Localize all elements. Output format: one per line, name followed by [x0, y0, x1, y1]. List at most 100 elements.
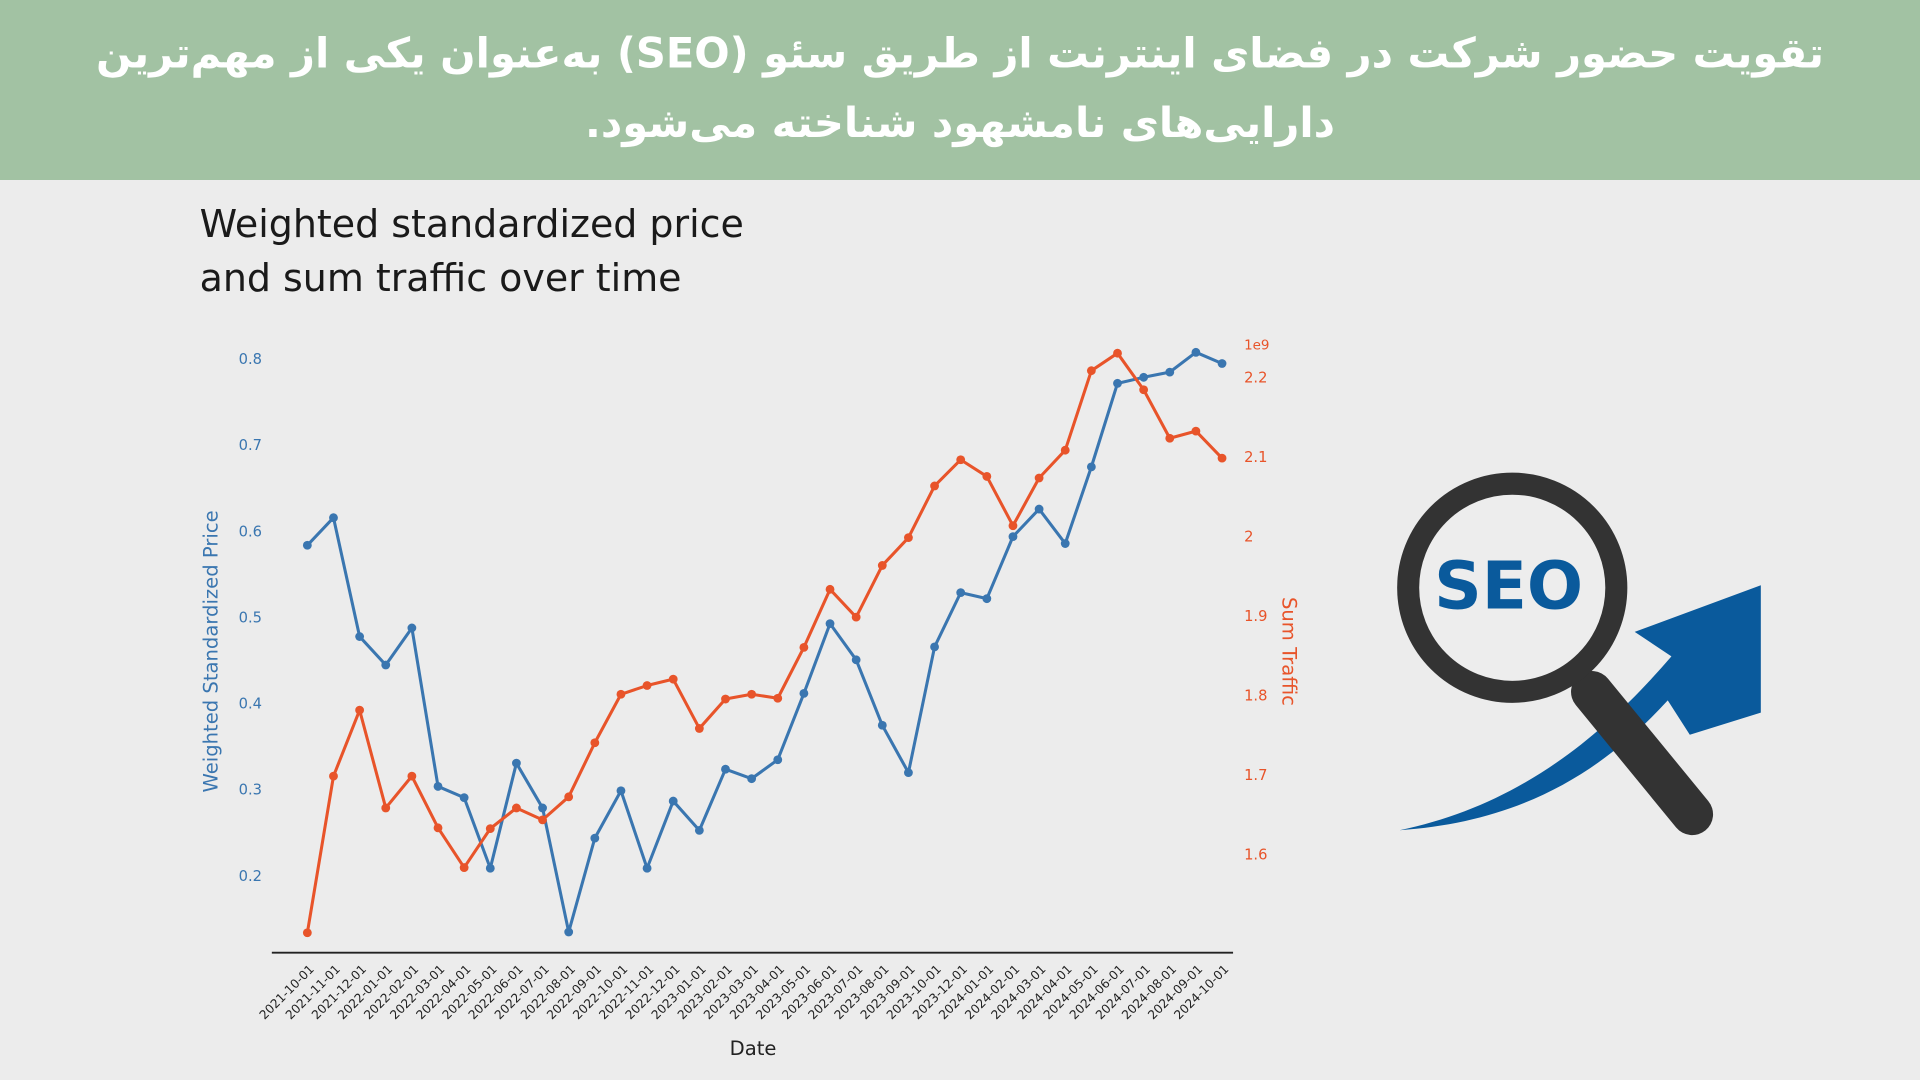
- series-point: [668, 796, 678, 806]
- series-point: [1139, 372, 1149, 382]
- series-point: [459, 863, 469, 872]
- series-point: [982, 594, 992, 604]
- series-point: [564, 927, 574, 937]
- x-axis-label: Date: [730, 1037, 777, 1060]
- y2-tick-label: 1.8: [1244, 688, 1267, 705]
- series-point: [904, 768, 913, 778]
- series-point: [642, 863, 652, 873]
- series-point: [1113, 348, 1122, 358]
- y-tick-label: 0.3: [239, 782, 262, 799]
- series-point: [694, 825, 704, 835]
- series-point: [956, 588, 966, 598]
- series-point: [956, 455, 966, 465]
- series-point: [877, 561, 887, 570]
- series-point: [851, 655, 861, 665]
- series-point: [1139, 385, 1149, 395]
- series-point: [668, 674, 678, 684]
- series-point: [825, 584, 835, 594]
- arrow: [1399, 585, 1761, 831]
- series-point: [538, 803, 547, 813]
- series-point: [355, 705, 365, 715]
- y2-tick-label: 1.7: [1244, 767, 1267, 784]
- series-point: [512, 803, 521, 813]
- y-tick-label: 0.5: [239, 609, 262, 626]
- series-point: [1008, 532, 1018, 542]
- series-point: [616, 689, 626, 699]
- icon-text: SEO: [1434, 547, 1583, 624]
- series-line: [306, 350, 1223, 934]
- y-tick-label: 0.2: [239, 868, 262, 885]
- seo-icon: SEO: [1397, 472, 1761, 836]
- series-point: [1008, 521, 1018, 531]
- series-point: [747, 774, 757, 784]
- series-point: [694, 724, 704, 733]
- series-point: [721, 764, 730, 774]
- series-point: [302, 540, 312, 550]
- banner: [0, 0, 1920, 180]
- y-tick-label: 0.8: [239, 351, 262, 368]
- series-point: [799, 642, 809, 652]
- series-point: [773, 693, 783, 703]
- series-point: [538, 815, 547, 825]
- series-point: [564, 792, 574, 802]
- series-point: [1060, 539, 1070, 548]
- series-point: [616, 786, 626, 796]
- series-line: [305, 351, 1224, 934]
- magnifier-handle: [1571, 671, 1714, 836]
- series-point: [355, 632, 365, 641]
- y-tick-label: 0.4: [239, 696, 262, 713]
- series-point: [381, 803, 391, 813]
- series-point: [877, 720, 887, 730]
- series-point: [1217, 453, 1227, 463]
- series-point: [329, 513, 338, 523]
- series-point: [982, 472, 992, 481]
- series-point: [825, 619, 835, 629]
- y2-tick-label: 2.2: [1244, 370, 1267, 387]
- y-tick-label: 0.6: [239, 523, 262, 540]
- series-point: [407, 623, 417, 633]
- series-point: [1060, 445, 1070, 455]
- series-point: [590, 738, 600, 748]
- y2-tick-label: 2: [1244, 529, 1253, 546]
- series-point: [904, 533, 913, 543]
- series-point: [930, 642, 939, 652]
- y-tick-label: 0.7: [239, 437, 262, 454]
- series-point: [799, 688, 809, 698]
- series-point: [773, 755, 783, 765]
- y2-tick-label: 2.1: [1244, 449, 1267, 466]
- series-point: [642, 681, 652, 690]
- banner-title: دارایی‌های نامشهود شناخته می‌شود.: [585, 98, 1335, 148]
- series-point: [747, 689, 757, 699]
- series-point: [381, 660, 391, 670]
- magnifier-lens: [1397, 472, 1628, 703]
- series-point: [721, 694, 730, 704]
- series-point: [302, 928, 312, 938]
- y2-tick-label: 1.9: [1244, 608, 1267, 625]
- series-point: [1086, 462, 1096, 472]
- series-point: [1191, 426, 1201, 436]
- series-point: [1165, 433, 1175, 443]
- series-point: [459, 793, 469, 803]
- series-point: [1217, 359, 1227, 368]
- series-point: [930, 481, 939, 491]
- banner-title: تقویت حضور شرکت در فضای اینترنت از طریق …: [96, 28, 1824, 78]
- series-point: [433, 782, 443, 791]
- series-point: [1034, 473, 1044, 483]
- chart-title: Weighted standardized price: [200, 202, 744, 246]
- series-point: [485, 824, 495, 834]
- y-axis-label: Weighted Standardized Price: [199, 510, 222, 792]
- chart-title: and sum traffic over time: [200, 256, 682, 300]
- series-point: [1034, 504, 1044, 514]
- y2-tick-label: 1.6: [1244, 847, 1267, 864]
- series-point: [1165, 367, 1175, 377]
- series-point: [329, 771, 338, 781]
- series-point: [1086, 366, 1096, 376]
- series-point: [512, 758, 521, 768]
- series-point: [485, 863, 495, 873]
- series-point: [433, 823, 443, 833]
- series-point: [1113, 378, 1122, 388]
- series-point: [851, 612, 861, 622]
- y2-offset-label: 1e9: [1244, 338, 1269, 353]
